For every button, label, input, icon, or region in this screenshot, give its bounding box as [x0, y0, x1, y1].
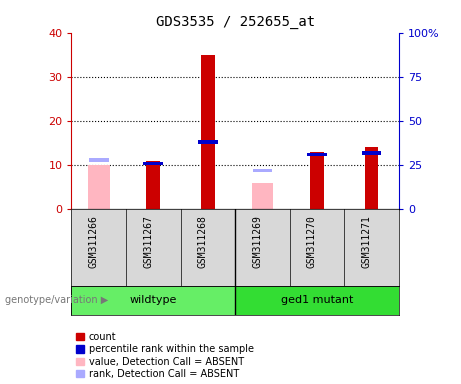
- Text: GSM311268: GSM311268: [198, 215, 208, 268]
- Bar: [147, 161, 160, 209]
- Bar: [365, 147, 378, 209]
- Text: GSM311266: GSM311266: [89, 215, 99, 268]
- Bar: [89, 158, 108, 162]
- Bar: [310, 152, 324, 209]
- Bar: [253, 169, 272, 172]
- Bar: [235, 286, 399, 315]
- Text: GSM311267: GSM311267: [143, 215, 153, 268]
- Bar: [143, 162, 163, 165]
- Legend: count, percentile rank within the sample, value, Detection Call = ABSENT, rank, : count, percentile rank within the sample…: [77, 332, 254, 379]
- Text: genotype/variation ▶: genotype/variation ▶: [5, 295, 108, 306]
- Text: wildtype: wildtype: [130, 295, 177, 306]
- Text: ged1 mutant: ged1 mutant: [281, 295, 353, 306]
- Title: GDS3535 / 252655_at: GDS3535 / 252655_at: [155, 15, 315, 29]
- Text: GSM311270: GSM311270: [307, 215, 317, 268]
- Text: GSM311271: GSM311271: [361, 215, 372, 268]
- Bar: [307, 153, 327, 156]
- Bar: [88, 165, 110, 209]
- Bar: [201, 55, 215, 209]
- Text: GSM311269: GSM311269: [252, 215, 262, 268]
- Bar: [252, 183, 273, 209]
- Bar: [362, 151, 381, 154]
- Bar: [198, 141, 218, 144]
- Bar: [71, 286, 235, 315]
